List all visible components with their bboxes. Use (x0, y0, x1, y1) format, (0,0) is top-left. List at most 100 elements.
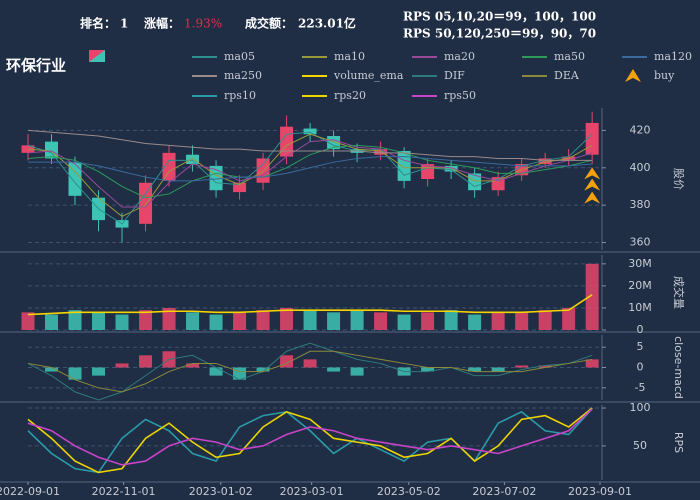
candle-body (303, 128, 317, 135)
series-line (27, 407, 593, 474)
series-line (27, 294, 593, 316)
bar (233, 312, 247, 330)
amount: 223.01亿 (298, 16, 356, 31)
bar (139, 355, 153, 368)
candle-body (233, 182, 247, 193)
candle-body (186, 154, 200, 165)
candle-body (397, 150, 411, 181)
rps-long: RPS 50,120,250＝99，90，70 (403, 27, 596, 41)
bar (45, 314, 59, 330)
rps-short: RPS 05,10,20＝99，100，100 (403, 10, 596, 24)
bar (68, 367, 82, 380)
bar (92, 367, 106, 376)
candle-body (280, 126, 294, 157)
series-line (27, 131, 593, 225)
y-tick-label: 5 (637, 340, 644, 353)
x-tick-label: 2023-03-01 (280, 485, 344, 498)
candle-body (45, 141, 59, 159)
candle-body (256, 158, 270, 183)
bar (327, 312, 341, 330)
bar (491, 367, 505, 372)
bar (374, 312, 388, 330)
bar (256, 367, 270, 372)
bar (468, 314, 482, 330)
buy-marker (584, 178, 601, 191)
legend-label: rps20 (334, 89, 366, 102)
y-tick-label: 10M (628, 301, 652, 314)
rank: 1 (120, 17, 128, 31)
bar (303, 359, 317, 368)
y-tick-label: 100 (630, 401, 651, 414)
buy-marker (584, 191, 601, 204)
y-tick-label: 360 (630, 236, 651, 249)
legend-label: volume_ema (333, 69, 404, 82)
y-tick-label: 0 (637, 361, 644, 374)
bar (162, 307, 176, 330)
change: 1.93% (184, 17, 222, 31)
x-tick-label: 2023-07-02 (472, 485, 536, 498)
bar (350, 310, 364, 330)
y-axis-label: RPS (672, 432, 685, 453)
bar (186, 363, 200, 368)
bar (303, 310, 317, 330)
bar (45, 367, 59, 372)
y-axis-label: 成交量 (672, 276, 686, 309)
candle-body (21, 145, 35, 153)
legend-label: ma10 (334, 50, 365, 63)
bar (468, 367, 482, 372)
y-tick-label: 20M (628, 279, 652, 292)
bar (209, 314, 223, 330)
x-tick-label: 2023-05-02 (377, 485, 441, 498)
bar (256, 310, 270, 330)
bar (444, 310, 458, 330)
legend-label: buy (654, 69, 675, 82)
rank-label: 排名： (80, 16, 116, 31)
legend-label: ma50 (554, 50, 585, 63)
y-tick-label: 50 (633, 439, 647, 452)
candle-body (139, 182, 153, 224)
candle-body (444, 165, 458, 172)
series-line (27, 408, 593, 466)
x-tick-label: 2022-09-01 (0, 485, 60, 498)
bar (92, 312, 106, 330)
legend-label: DIF (444, 69, 465, 82)
legend-label: rps50 (444, 89, 476, 102)
y-tick-label: -5 (635, 381, 646, 394)
bar (515, 312, 529, 330)
x-tick-label: 2022-11-01 (92, 485, 156, 498)
candle-body (68, 162, 82, 196)
candle-body (374, 149, 388, 155)
legend-label: ma250 (224, 69, 262, 82)
candle-body (538, 158, 552, 165)
bar (350, 367, 364, 376)
bar (421, 312, 435, 330)
change-label: 涨幅： (144, 16, 180, 31)
legend-label: ma20 (444, 50, 475, 63)
legend-label: DEA (554, 69, 580, 82)
bar (139, 310, 153, 330)
y-tick-label: 0 (637, 323, 644, 336)
bar (585, 263, 599, 330)
bar (115, 314, 129, 330)
bar (538, 365, 552, 368)
bar (209, 367, 223, 376)
bar (491, 312, 505, 330)
bar (585, 359, 599, 368)
y-tick-label: 400 (630, 161, 651, 174)
y-tick-label: 420 (630, 123, 651, 136)
bar (115, 363, 129, 368)
legend-label: rps10 (224, 89, 256, 102)
bar (327, 367, 341, 372)
bar (421, 367, 435, 372)
series-line (27, 350, 593, 393)
y-tick-label: 30M (628, 257, 652, 270)
amount-label: 成交额： (245, 16, 293, 31)
legend-symbol (625, 69, 641, 82)
y-axis-label: close-macd (672, 336, 685, 399)
candle-body (468, 173, 482, 191)
series-line (28, 156, 593, 182)
bar (515, 365, 529, 368)
series-line (27, 144, 593, 199)
title-icon (89, 50, 105, 62)
